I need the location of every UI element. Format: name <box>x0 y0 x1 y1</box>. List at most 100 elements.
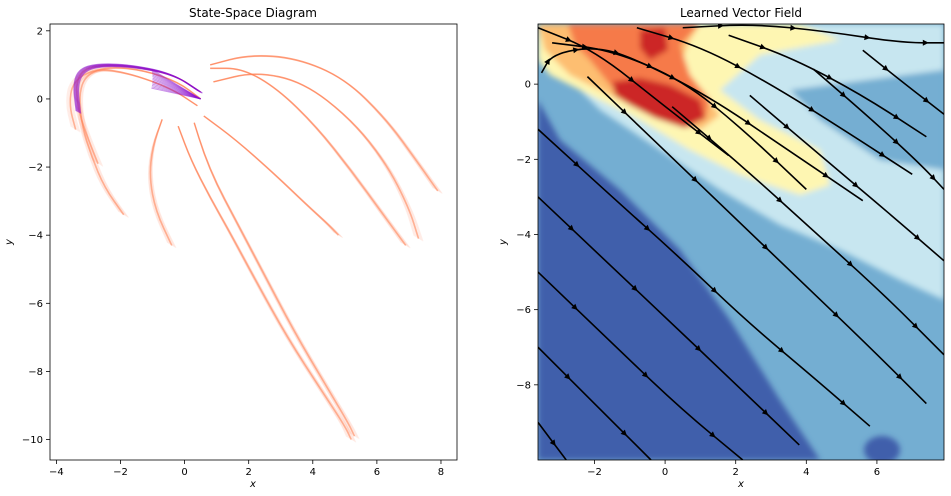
streamline-arrow <box>744 119 752 126</box>
left-tick-group: −4 −2 0 2 4 6 8 2 0 −2 −4 −6 −8 −10 <box>22 26 444 478</box>
trajectory-highlight <box>151 70 201 100</box>
left-x-tick-label: 8 <box>438 467 444 478</box>
streamline-arrow <box>911 322 919 329</box>
streamline-arrow <box>695 128 702 135</box>
right-x-tick-label: 0 <box>662 467 668 478</box>
streamline-arrow <box>846 260 854 267</box>
state-space-panel: −4 −2 0 2 4 6 8 2 0 −2 −4 −6 −8 −10 State-Space Diagr… <box>4 6 458 490</box>
trajectory-highlight <box>151 87 201 100</box>
vector-field-panel: −2 0 2 4 6 0 −2 −4 −6 −8 Learned Vector Field x y <box>498 6 945 490</box>
left-y-tick-label: −4 <box>28 231 43 242</box>
trajectory-highlight <box>151 68 201 100</box>
right-y-tick-label: −8 <box>516 380 531 391</box>
left-x-tick-label: −2 <box>113 467 128 478</box>
streamline <box>812 68 944 190</box>
streamline-arrow <box>549 439 556 447</box>
streamline-arrow <box>790 24 797 31</box>
trajectory-line <box>210 55 439 192</box>
streamline-arrow <box>564 373 571 380</box>
trajectory-line <box>177 125 352 440</box>
trajectory-highlight <box>151 84 201 100</box>
streamline <box>728 34 927 138</box>
left-chart-title: State-Space Diagram <box>189 6 317 20</box>
right-y-tick-label: 0 <box>525 80 531 91</box>
contour-level-max-top <box>640 28 668 60</box>
streamline-group <box>538 24 944 460</box>
right-x-tick-label: 4 <box>803 467 809 478</box>
trajectory-line <box>193 122 356 437</box>
trajectory-line <box>203 115 340 236</box>
left-y-tick-label: −8 <box>28 367 43 378</box>
streamline-arrow <box>759 43 767 50</box>
left-axes-frame <box>49 23 458 461</box>
left-y-axis-label: y <box>4 238 15 246</box>
right-y-tick-label: −2 <box>516 155 531 166</box>
left-y-tick-label: −2 <box>28 163 43 174</box>
streamline-arrow <box>573 160 580 168</box>
streamline-arrow <box>878 151 886 157</box>
streamline-arrow <box>717 24 725 29</box>
streamline <box>538 128 871 427</box>
left-y-tick-label: −6 <box>28 299 43 310</box>
streamline-arrow <box>892 138 900 145</box>
streamline-arrow <box>852 181 859 188</box>
streamline-arrow <box>922 96 930 103</box>
trajectory-line <box>149 119 173 246</box>
streamline-arrow <box>565 36 572 42</box>
streamline-arrow <box>620 108 628 115</box>
trajectory-highlight <box>152 74 201 100</box>
streamline-arrow <box>613 49 620 56</box>
trajectory-highlight <box>151 86 201 100</box>
streamline-arrow <box>895 373 903 380</box>
streamline <box>538 27 730 157</box>
streamline-arrow <box>772 157 779 164</box>
contour-group <box>538 24 944 460</box>
streamline-arrow <box>839 91 847 98</box>
right-tick-group: −2 0 2 4 6 0 −2 −4 −6 −8 <box>516 80 880 478</box>
left-y-tick-label: 2 <box>37 26 43 37</box>
trajectory-highlight <box>151 71 201 100</box>
left-y-tick-label: −10 <box>22 435 43 446</box>
right-y-axis-label: y <box>498 238 509 246</box>
streamline-arrow <box>705 134 713 141</box>
trajectory-highlight <box>77 65 203 114</box>
contour-level-mid-patch <box>790 70 944 170</box>
streamline-arrow <box>783 123 790 130</box>
right-axes-frame <box>537 23 945 461</box>
streamline-arrow <box>691 175 698 183</box>
right-x-tick-label: 2 <box>733 467 739 478</box>
trajectory-line <box>213 73 420 239</box>
left-x-tick-label: 4 <box>310 467 316 478</box>
streamline-arrow <box>822 171 829 178</box>
streamline <box>749 94 944 262</box>
right-x-tick-label: 6 <box>874 467 880 478</box>
streamline-arrow <box>643 224 651 231</box>
streamline-arrow <box>808 106 815 112</box>
left-y-tick-label: 0 <box>37 94 43 105</box>
streamline-arrow <box>710 286 718 294</box>
right-y-tick-label: −6 <box>516 305 531 316</box>
streamline-arrow <box>839 399 847 406</box>
trajectory-highlight <box>152 76 201 100</box>
right-x-axis-label: x <box>737 479 744 490</box>
streamline-arrow <box>776 196 783 203</box>
streamline-arrow <box>832 311 839 318</box>
streamline-arrow <box>777 346 785 353</box>
right-y-tick-label: −4 <box>516 230 531 241</box>
streamline-arrow <box>631 284 638 292</box>
streamline-arrow <box>581 43 589 50</box>
left-plot-area <box>50 24 457 460</box>
streamline-arrow <box>694 345 702 352</box>
streamline-arrow <box>761 408 769 416</box>
right-x-tick-label: −2 <box>587 467 602 478</box>
left-x-axis-label: x <box>249 479 256 490</box>
streamline-arrow <box>544 58 550 65</box>
left-x-tick-label: 2 <box>246 467 252 478</box>
left-x-tick-label: −4 <box>49 467 64 478</box>
trajectory-highlight <box>152 82 201 100</box>
streamline-arrow <box>571 303 578 311</box>
streamline-arrow <box>929 174 936 181</box>
streamline-arrow <box>667 34 675 41</box>
left-x-tick-label: 6 <box>374 467 380 478</box>
streamline-arrow <box>669 73 676 80</box>
